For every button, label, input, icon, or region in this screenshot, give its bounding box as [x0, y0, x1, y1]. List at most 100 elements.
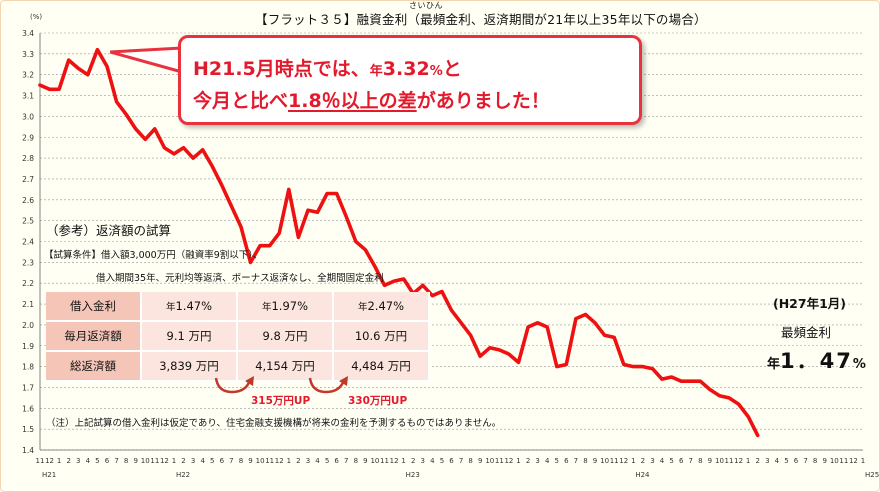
- x-tick-label: 10: [141, 457, 150, 465]
- y-axis: 1.4 1.5 1.6 1.7 1.8 1.9 2.0 2.1 2.2 2.3 2.4 2.5 2.6 2…: [22, 13, 42, 455]
- callout-to: と: [442, 58, 462, 80]
- monthly-cell: 9.8 万円: [238, 322, 334, 352]
- x-tick-label: 5: [210, 457, 214, 465]
- x-tick-label: 2: [411, 457, 415, 465]
- rate-cell: 年1.97%: [238, 292, 334, 322]
- x-tick-label: 8: [354, 457, 358, 465]
- x-tick-label: 7: [574, 457, 578, 465]
- x-tick-label: 4: [775, 457, 780, 465]
- y-tick-label: 2.6: [22, 196, 34, 205]
- x-tick-label: 2: [526, 457, 530, 465]
- title-ruby: さいひん: [409, 1, 443, 10]
- diff-label-2: 330万円UP: [348, 395, 408, 407]
- x-tick-label: 3: [306, 457, 310, 465]
- x-tick-label: 11: [36, 457, 45, 465]
- x-tick-label: 12: [504, 457, 513, 465]
- x-tick-label: 1: [746, 457, 750, 465]
- y-tick-label: 2.4: [22, 238, 34, 247]
- x-tick-label: 6: [105, 457, 110, 465]
- x-year-label: H23: [406, 471, 420, 479]
- x-tick-label: 3: [191, 457, 195, 465]
- x-tick-label: 1: [172, 457, 176, 465]
- curved-arrow-icon: [308, 376, 348, 394]
- x-tick-label: 4: [315, 457, 320, 465]
- y-tick-label: 1.6: [22, 404, 34, 413]
- x-tick-label: 6: [564, 457, 569, 465]
- y-tick-label: 1.8: [22, 363, 34, 372]
- chart-title: 【フラット３５】融資金利（最頻金利、返済期間が21年以上35年以下の場合）: [255, 12, 707, 27]
- x-tick-label: 9: [363, 457, 367, 465]
- x-tick-label: 6: [679, 457, 684, 465]
- callout-pct: %: [429, 64, 443, 79]
- table-row: 毎月返済額 9.1 万円 9.8 万円 10.6 万円: [46, 322, 430, 352]
- y-tick-label: 1.9: [22, 342, 34, 351]
- x-tick-label: 6: [334, 457, 339, 465]
- x-tick-label: 3: [650, 457, 654, 465]
- x-tick-label: 10: [370, 457, 379, 465]
- x-year-label: H21: [42, 471, 56, 479]
- y-tick-label: 2.9: [22, 133, 34, 142]
- x-tick-label: 10: [485, 457, 494, 465]
- x-tick-label: 3: [421, 457, 425, 465]
- x-tick-label: 11: [839, 457, 848, 465]
- row-label-monthly: 毎月返済額: [46, 322, 142, 352]
- x-tick-label: 11: [265, 457, 274, 465]
- x-tick-label: 9: [478, 457, 482, 465]
- x-tick-label: 3: [765, 457, 769, 465]
- x-tick-label: 2: [296, 457, 300, 465]
- x-tick-label: 3: [535, 457, 539, 465]
- current-rate: 年1．47%: [767, 345, 866, 375]
- x-tick-label: 2: [66, 457, 70, 465]
- y-tick-label: 3.2: [22, 71, 34, 80]
- y-tick-label: 2.1: [22, 300, 34, 309]
- x-tick-label: 6: [220, 457, 225, 465]
- y-tick-label: 2.7: [22, 175, 34, 184]
- callout-compare: 今月と比べ: [193, 90, 289, 112]
- total-cell: 4,484 万円: [334, 352, 430, 382]
- x-tick-label: 12: [160, 457, 169, 465]
- x-tick-label: 12: [390, 457, 399, 465]
- x-tick-label: 5: [325, 457, 329, 465]
- current-value: 1．47: [780, 349, 853, 373]
- x-tick-label: 5: [95, 457, 99, 465]
- x-tick-label: 1: [861, 457, 865, 465]
- x-tick-label: 8: [698, 457, 702, 465]
- callout-line2: 今月と比べ1.8％以上の差がありました！: [193, 86, 550, 113]
- x-tick-label: 12: [275, 457, 284, 465]
- x-tick-label: 8: [239, 457, 243, 465]
- x-tick-label: 10: [256, 457, 265, 465]
- x-tick-label: 2: [641, 457, 645, 465]
- current-label: 最頻金利: [781, 325, 832, 340]
- callout-diff: 1.8％以上の差: [288, 90, 417, 112]
- x-tick-label: 4: [430, 457, 435, 465]
- rate-cell: 年1.47%: [142, 292, 238, 322]
- x-tick-label: 8: [124, 457, 128, 465]
- y-tick-label: 1.4: [22, 446, 34, 455]
- series-line: [38, 47, 760, 438]
- x-year-label: H22: [176, 471, 190, 479]
- reference-title: （参考）返済額の試算: [46, 223, 172, 238]
- monthly-cell: 9.1 万円: [142, 322, 238, 352]
- x-tick-label: 2: [755, 457, 759, 465]
- gridlines: [40, 32, 863, 451]
- callout-text-a: H21.5月時点では、: [193, 58, 370, 80]
- y-tick-label: 3.1: [22, 92, 34, 101]
- x-tick-label: 7: [114, 457, 118, 465]
- condition-line2: 借入期間35年、元利均等返済、ボーナス返済なし、全期間固定金利: [96, 273, 384, 284]
- callout-nen: 年: [369, 64, 383, 79]
- x-tick-label: 6: [449, 457, 454, 465]
- callout-end: がありました！: [416, 90, 550, 112]
- x-tick-label: 1: [401, 457, 405, 465]
- x-tick-label: 11: [725, 457, 734, 465]
- x-tick-label: 5: [440, 457, 444, 465]
- x-tick-label: 11: [150, 457, 159, 465]
- series-layer: [38, 47, 760, 438]
- condition-line1: 【試算条件】借入額3,000万円（融資率9割以下）、: [44, 250, 263, 261]
- x-year-label: H25: [865, 471, 879, 479]
- x-tick-label: 8: [583, 457, 587, 465]
- x-tick-label: 7: [344, 457, 348, 465]
- current-nen: 年: [767, 357, 781, 372]
- y-tick-label: 1.5: [22, 425, 34, 434]
- y-tick-label: 1.7: [22, 383, 34, 392]
- x-tick-label: 12: [849, 457, 858, 465]
